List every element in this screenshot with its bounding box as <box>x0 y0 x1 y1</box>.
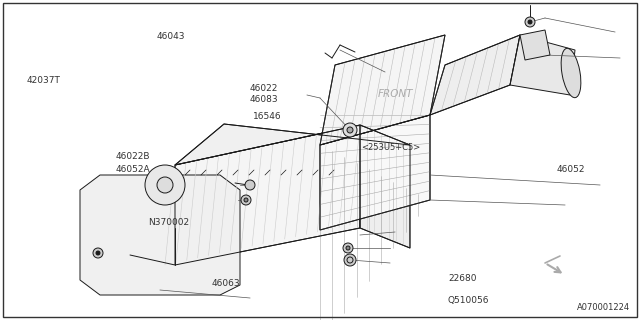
Polygon shape <box>175 124 410 165</box>
Circle shape <box>245 180 255 190</box>
Circle shape <box>528 20 532 24</box>
Text: 22680: 22680 <box>448 274 477 283</box>
Polygon shape <box>80 175 240 295</box>
Text: 16546: 16546 <box>253 112 282 121</box>
Circle shape <box>343 243 353 253</box>
Text: 42037T: 42037T <box>27 76 61 84</box>
Text: Q510056: Q510056 <box>448 296 490 305</box>
Polygon shape <box>175 125 360 265</box>
Circle shape <box>93 248 103 258</box>
Text: 46083: 46083 <box>250 95 278 104</box>
Polygon shape <box>320 35 445 145</box>
Text: 46052: 46052 <box>557 165 586 174</box>
Circle shape <box>157 177 173 193</box>
Circle shape <box>241 195 251 205</box>
Ellipse shape <box>561 48 581 98</box>
Polygon shape <box>360 125 410 248</box>
Circle shape <box>525 17 535 27</box>
Circle shape <box>96 251 100 255</box>
Circle shape <box>347 127 353 133</box>
Text: <253U5+C5>: <253U5+C5> <box>362 143 421 152</box>
Text: A070001224: A070001224 <box>577 303 630 312</box>
Polygon shape <box>520 30 550 60</box>
Text: 46052A: 46052A <box>116 165 150 174</box>
Circle shape <box>344 254 356 266</box>
Text: FRONT: FRONT <box>378 89 413 100</box>
Circle shape <box>244 198 248 202</box>
Text: 46022: 46022 <box>250 84 278 92</box>
Text: 46043: 46043 <box>157 32 186 41</box>
Polygon shape <box>430 35 520 115</box>
Polygon shape <box>510 35 575 95</box>
Text: 46022B: 46022B <box>116 152 150 161</box>
Text: N370002: N370002 <box>148 218 189 227</box>
Circle shape <box>145 165 185 205</box>
Text: 46063: 46063 <box>211 279 240 288</box>
Circle shape <box>346 246 350 250</box>
Circle shape <box>343 123 357 137</box>
Polygon shape <box>320 115 430 230</box>
